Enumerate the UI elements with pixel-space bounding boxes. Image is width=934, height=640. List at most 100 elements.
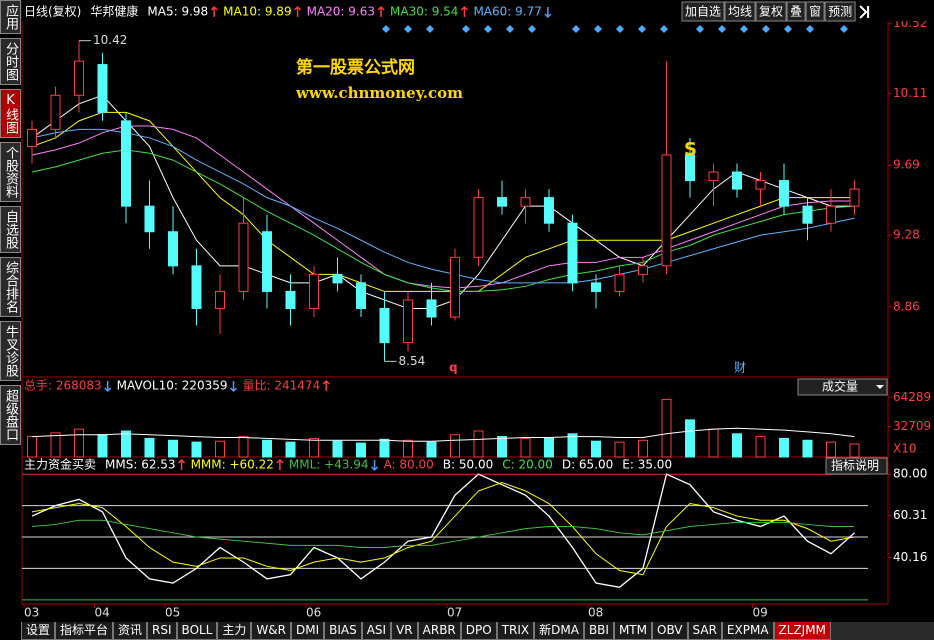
volume-bar	[97, 434, 108, 458]
legend-text: 主力资金买卖	[24, 457, 96, 472]
legend-text: MAVOL10: 220359	[117, 379, 228, 393]
candle-body	[520, 197, 531, 207]
tab[interactable]: W&R	[251, 622, 291, 640]
tab[interactable]: SAR	[687, 622, 722, 640]
side-tab[interactable]: K线图	[0, 89, 21, 138]
tab[interactable]: TRIX	[496, 622, 535, 640]
tab[interactable]: ASI	[361, 622, 392, 640]
candle-body	[191, 265, 202, 309]
volume-bar	[238, 436, 249, 458]
tab[interactable]: 指标平台	[55, 622, 114, 640]
info-icon	[638, 25, 646, 33]
volume-bar	[450, 434, 460, 458]
toolbar-button[interactable]: 窗	[805, 1, 825, 22]
volume-bar	[497, 436, 507, 458]
tab[interactable]: BOLL	[176, 622, 218, 640]
info-icon	[784, 25, 792, 33]
tab[interactable]: ARBR	[417, 622, 461, 640]
candle-body	[567, 222, 578, 284]
tab[interactable]: 设置	[21, 622, 56, 640]
candle-body	[544, 197, 554, 224]
event-marker: 财	[734, 361, 746, 375]
x-tick-label: 08	[588, 606, 603, 620]
volume-bar	[755, 436, 766, 458]
toolbar-button[interactable]: 复权	[755, 1, 787, 22]
tab[interactable]: BIAS	[324, 622, 362, 640]
tab[interactable]: 资讯	[113, 622, 148, 640]
legend-text: D: 65.00	[562, 458, 613, 472]
tab[interactable]: RSI	[147, 622, 177, 640]
candle-body	[356, 282, 366, 309]
x-tick-label: 05	[165, 606, 180, 620]
sidebar: 应用分时图 K线图个股资料自选股综合排名牛叉诊股超级盘口	[0, 0, 21, 620]
legend-text: MA10: 9.89	[223, 5, 291, 19]
side-tab[interactable]: 自选股	[0, 206, 21, 253]
button-label: 复权	[759, 5, 783, 19]
button-label: 均线	[728, 5, 752, 19]
trend-arrow	[178, 458, 186, 470]
candle-body	[497, 197, 507, 207]
info-icon	[696, 25, 704, 33]
volume-bar	[144, 437, 155, 458]
tab[interactable]: VR	[391, 622, 418, 640]
button-label: 叠	[790, 5, 802, 19]
info-icon	[660, 25, 668, 33]
volume-bar	[708, 428, 719, 458]
volume-bar	[356, 442, 366, 458]
tab[interactable]: 主力	[217, 622, 252, 640]
indicator-line	[31, 482, 855, 576]
tab[interactable]: EXPMA	[721, 622, 774, 640]
indicator-line	[31, 473, 855, 588]
toolbar-button[interactable]: 加自选	[681, 1, 725, 22]
candle-body	[238, 222, 249, 292]
candle-body	[309, 273, 319, 309]
y-tick-label: 9.28	[893, 228, 920, 242]
volume-bar	[309, 437, 319, 458]
trend-arrow	[104, 381, 112, 393]
toolbar-button[interactable]: 均线	[724, 1, 756, 22]
help-button[interactable]: 指标说明	[825, 457, 888, 475]
side-tab[interactable]: 应用	[0, 0, 21, 34]
candle-body	[661, 154, 672, 267]
volume-bar	[332, 440, 343, 458]
toolbar-button[interactable]: 预测	[824, 1, 856, 22]
volume-bar	[50, 432, 61, 458]
candle-body	[97, 64, 108, 113]
legend-text: B: 50.00	[443, 458, 493, 472]
tab[interactable]: BBI	[583, 622, 614, 640]
button-frame	[681, 1, 725, 22]
tab[interactable]: ZLZJMM	[773, 622, 831, 640]
side-tab[interactable]: 超级盘口	[0, 385, 21, 445]
candle-body	[168, 231, 178, 267]
tab[interactable]: DMI	[290, 622, 325, 640]
indicator-legend: 主力资金买卖 MMS: 62.53 MMM: +60.22 MML: +43.94 A:…	[24, 457, 672, 472]
trend-arrow	[460, 5, 468, 17]
side-tab[interactable]: 分时图	[0, 38, 21, 85]
tab[interactable]: DPO	[460, 622, 497, 640]
trend-arrow	[544, 7, 552, 19]
candle-body	[379, 307, 390, 344]
info-icon	[718, 25, 726, 33]
legend-text: E: 35.00	[622, 458, 672, 472]
legend-text: MA30: 9.54	[390, 5, 458, 19]
toolbar-button[interactable]: 叠	[786, 1, 806, 22]
tab[interactable]: MTM	[613, 622, 652, 640]
side-tab[interactable]: 牛叉诊股	[0, 321, 21, 381]
ma-line	[31, 128, 855, 284]
tab[interactable]: 新DMA	[534, 622, 584, 640]
candle-body	[708, 171, 719, 182]
indicator-select[interactable]: 成交量	[797, 378, 888, 396]
volume-bar	[121, 430, 131, 458]
high-label: 10.42	[93, 33, 127, 47]
x-tick-label: 03	[24, 606, 39, 620]
trend-arrow	[230, 381, 238, 393]
volume-bar	[802, 439, 813, 458]
volume-bar	[379, 438, 390, 458]
volume-legend: 总手: 268083 MAVOL10: 220359 量比: 241474	[24, 379, 330, 393]
side-tab[interactable]: 综合排名	[0, 257, 21, 317]
nav-icon	[859, 5, 870, 19]
volume-bar	[614, 441, 625, 458]
side-tab[interactable]: 个股资料	[0, 142, 21, 202]
tab[interactable]: OBV	[652, 622, 688, 640]
candle-body	[591, 282, 601, 292]
